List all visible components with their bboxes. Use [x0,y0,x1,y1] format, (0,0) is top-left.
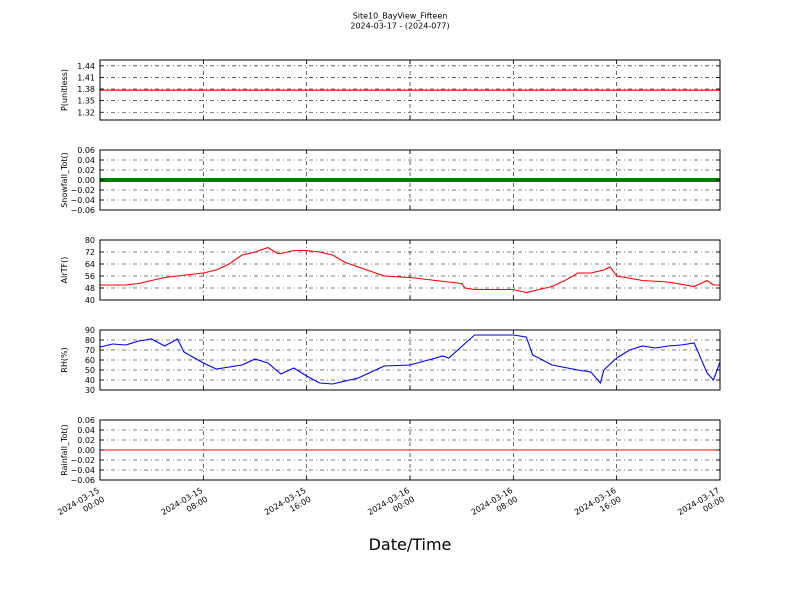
y-tick-label: 40 [85,376,95,385]
x-axis-label: Date/Time [369,535,452,554]
y-tick-label: 0.00 [77,176,95,185]
subplot-2: 0.060.040.020.00−0.02−0.04−0.06Snowfall_… [60,146,721,215]
y-tick-label: 0.04 [77,156,95,165]
subplot-panels: 1.441.411.381.351.32P(unitless)0.060.040… [60,59,721,485]
y-tick-label: 90 [85,326,95,335]
y-tick-label: 56 [85,272,95,281]
y-tick-label: 80 [85,236,95,245]
subplot-5: 0.060.040.020.00−0.02−0.04−0.06Rainfall_… [60,416,721,485]
y-tick-label: −0.02 [70,186,95,195]
y-tick-label: −0.04 [70,196,95,205]
y-axis-label: AirTF() [60,257,69,284]
y-tick-label: 48 [85,284,95,293]
y-tick-label: 30 [85,386,95,395]
y-tick-label: −0.04 [70,466,95,475]
series-line-1 [100,246,720,294]
y-tick-label: 1.41 [77,73,95,82]
y-axis-label: Snowfall_Tot() [60,152,69,208]
series-line-1 [99,334,721,385]
chart-title: Site10_BayView_Fifteen [353,12,448,21]
y-tick-label: 1.35 [77,97,95,106]
y-tick-label: 1.32 [77,108,95,117]
subplot-1: 1.44 1.41 1.38 1.35 1.32 P(unitless) [60,59,721,121]
y-tick-label: −0.02 [70,456,95,465]
y-tick-label: 1.38 [77,85,95,94]
y-tick-label: −0.06 [70,476,95,485]
y-tick-label: 60 [85,356,95,365]
y-tick-label: 72 [85,248,95,257]
y-tick-label: 0.02 [77,436,95,445]
y-tick-label: 0.06 [77,146,95,155]
y-tick-label: 70 [85,346,95,355]
y-tick-label: 0.02 [77,166,95,175]
y-tick-label: 80 [85,336,95,345]
y-axis-label: Rainfall_Tot() [60,424,69,476]
y-tick-label: 50 [85,366,95,375]
y-tick-label: −0.06 [70,206,95,215]
y-axis-label: P(unitless) [60,69,69,111]
y-tick-label: 40 [85,296,95,305]
subplot-3: 80 72 64 56 48 40 AirTF() [60,236,721,305]
y-tick-label: 64 [85,260,95,269]
y-axis-label: RH(%) [60,347,69,372]
y-tick-label: 0.06 [77,416,95,425]
y-tick-label: 0.00 [77,446,95,455]
chart-subtitle: 2024-03-17 - (2024-077) [350,22,449,31]
y-tick-label: 0.04 [77,426,95,435]
y-tick-label: 1.44 [77,62,95,71]
